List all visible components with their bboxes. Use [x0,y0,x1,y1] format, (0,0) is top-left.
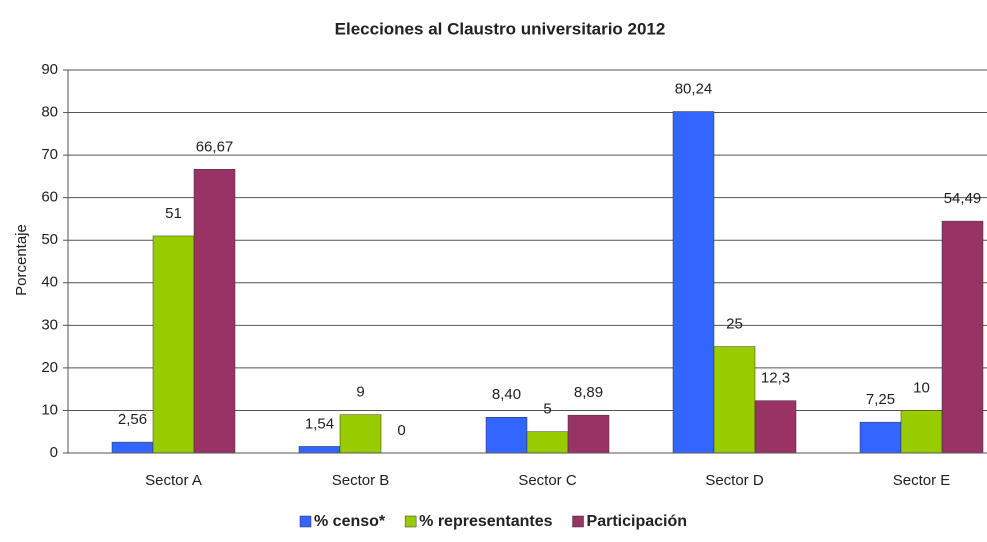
bar [485,417,528,454]
y-tick-label: 80 [41,104,58,121]
bar [152,235,195,454]
y-axis-label: Porcentaje [13,224,30,296]
legend-label: % censo* [314,513,386,530]
y-tick-label: 90 [41,61,58,78]
bar [672,111,715,454]
y-tick-label: 30 [41,316,58,333]
value-label: 25 [726,316,743,333]
x-tick-label: Sector A [145,472,202,489]
bar [941,220,984,454]
chart-title: Elecciones al Claustro universitario 201… [335,19,666,38]
value-label: 12,3 [761,370,790,387]
value-label: 7,25 [866,391,895,408]
value-label: 54,49 [944,190,982,207]
bar [713,346,756,454]
bar [754,400,797,454]
bar [111,441,154,454]
bar [193,169,236,454]
value-label: 80,24 [675,81,713,98]
value-label: 1,54 [305,415,334,432]
legend-swatch [572,515,584,528]
y-tick-label: 20 [41,359,58,376]
y-tick-label: 10 [41,401,58,418]
value-label: 8,40 [492,386,521,403]
bar [339,414,382,454]
y-tick-label: 70 [41,146,58,163]
value-label: 10 [913,379,930,396]
legend-label: % representantes [419,513,552,530]
x-tick-label: Sector E [893,472,951,489]
value-label: 0 [397,422,405,439]
y-tick-label: 40 [41,274,58,291]
value-label: 8,89 [574,384,603,401]
x-tick-label: Sector B [332,472,390,489]
bar [298,446,341,454]
value-label: 66,67 [196,138,234,155]
value-label: 2,56 [118,411,147,428]
value-label: 51 [165,205,182,222]
bar [859,421,902,454]
x-tick-label: Sector D [705,472,764,489]
bar [526,431,569,454]
legend-swatch [404,515,417,528]
bar [900,410,943,454]
y-tick-label: 60 [41,189,58,206]
x-tick-label: Sector C [518,472,577,489]
value-label: 5 [543,401,551,418]
y-tick-label: 50 [41,231,58,248]
legend-swatch [299,515,312,528]
bar [567,414,610,454]
value-label: 9 [356,384,364,401]
legend-label: Participación [587,513,687,530]
y-tick-label: 0 [50,444,58,461]
